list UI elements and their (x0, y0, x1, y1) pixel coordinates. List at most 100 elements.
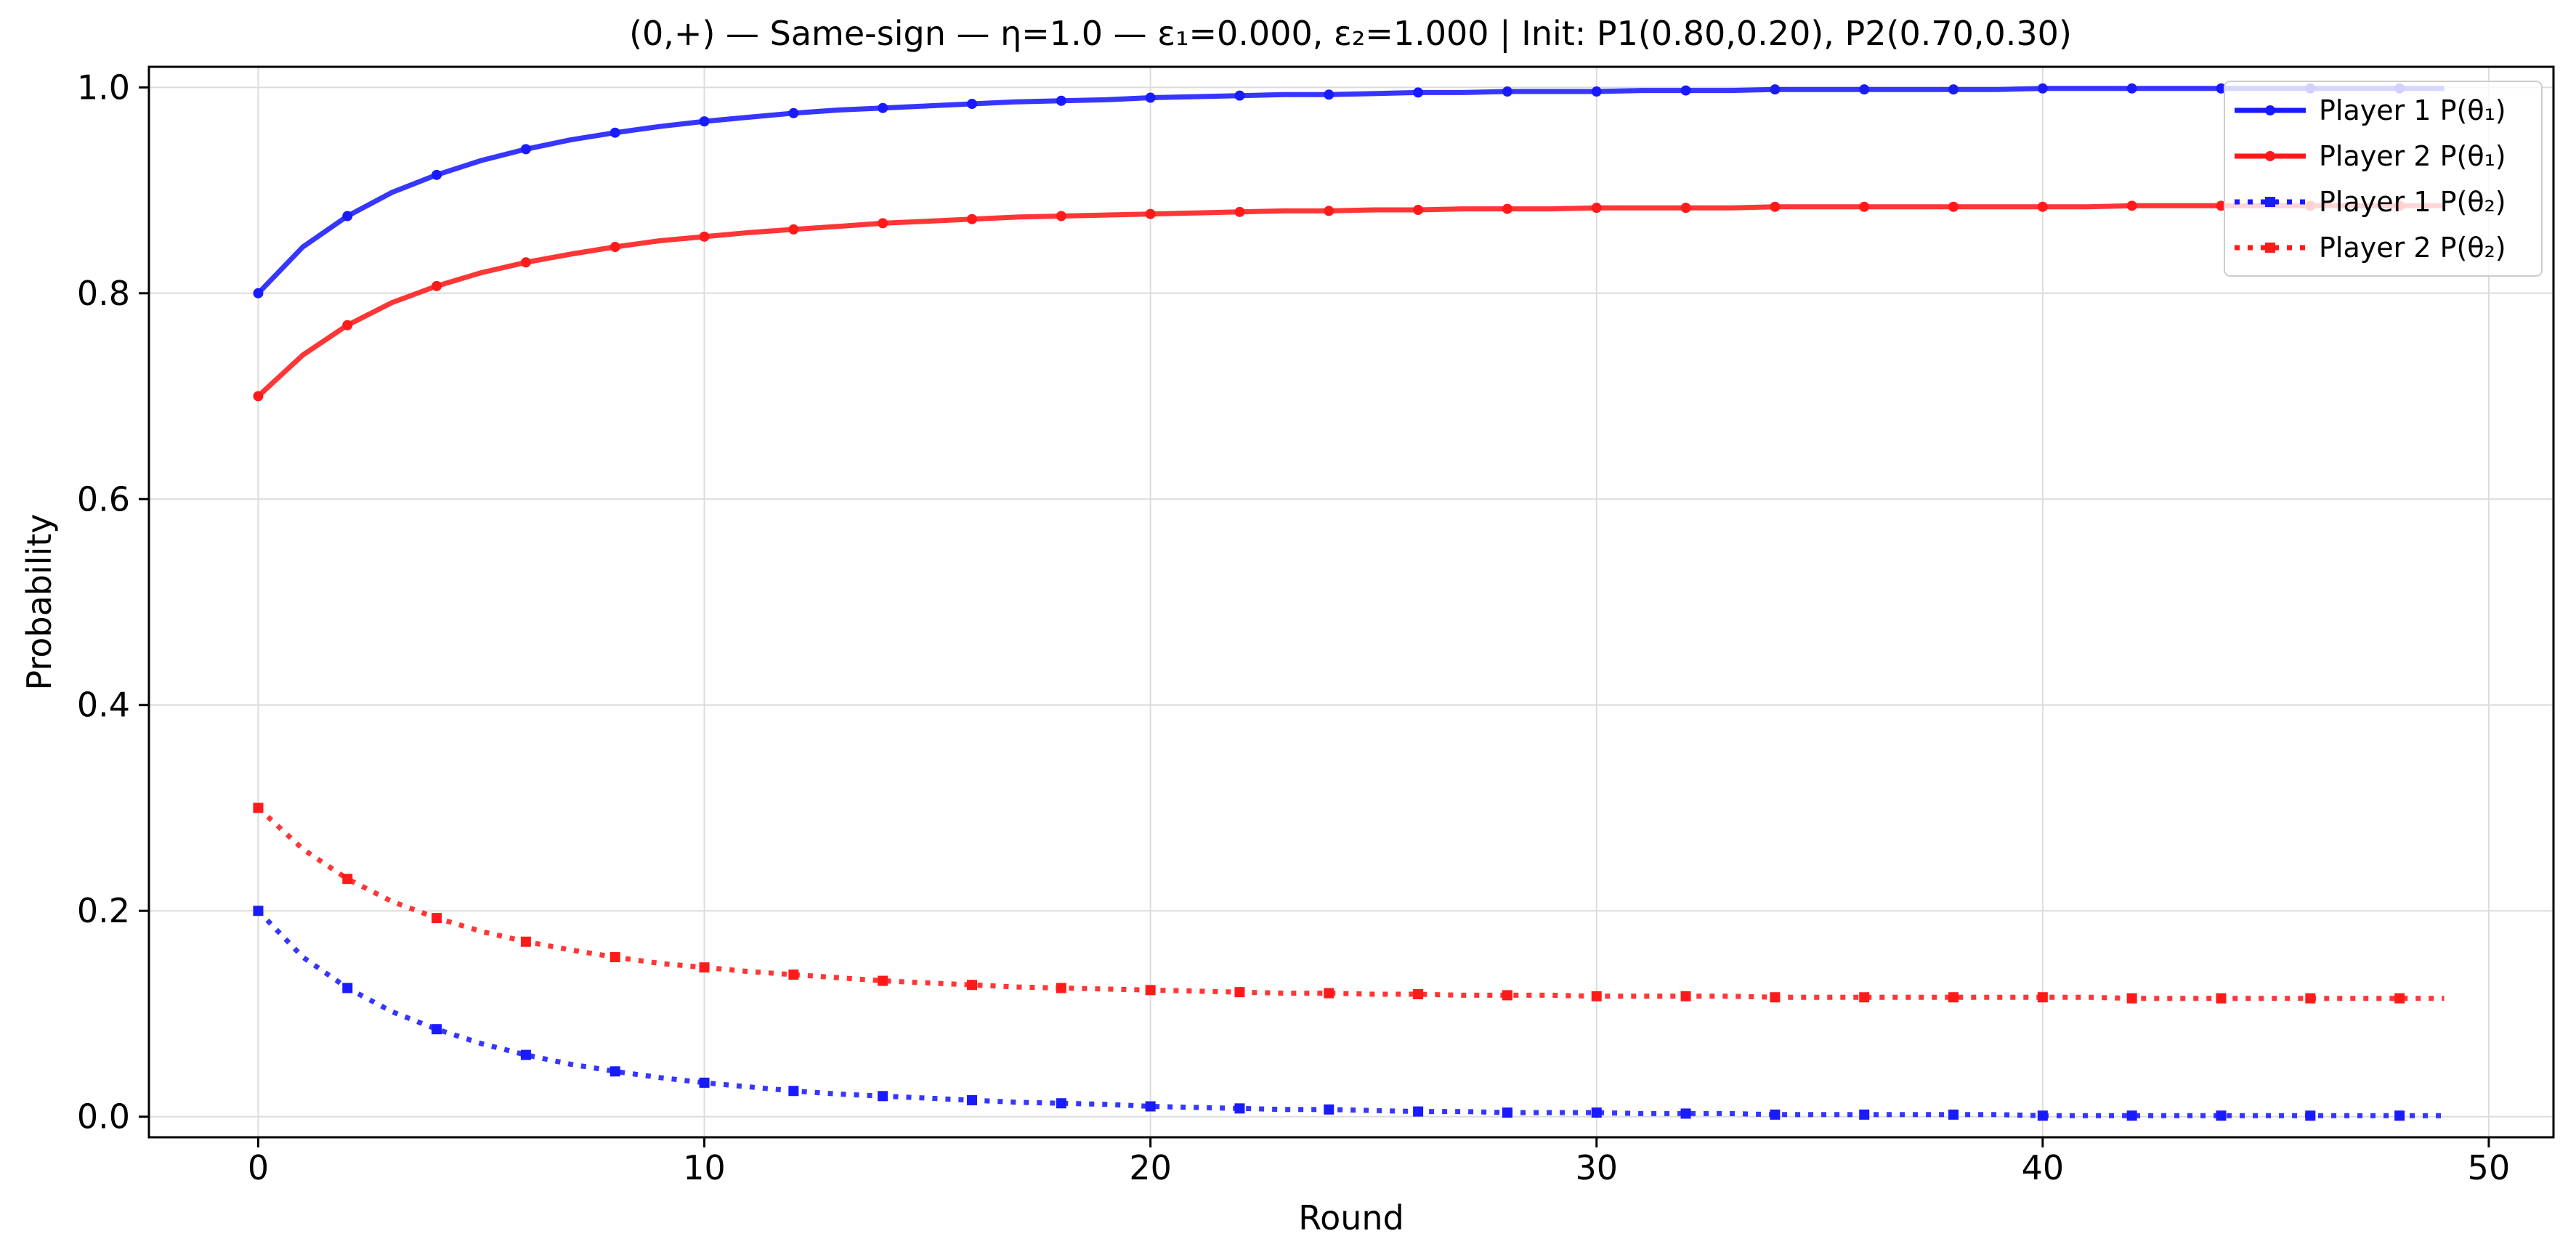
y-tick-label: 1.0 (77, 68, 130, 107)
data-point (1056, 95, 1066, 106)
data-point (1324, 1104, 1334, 1115)
data-point (1859, 992, 1870, 1003)
data-point (2216, 83, 2227, 94)
data-point (788, 970, 799, 980)
data-point (1680, 85, 1691, 96)
data-point (878, 218, 888, 229)
data-point (1859, 1109, 1870, 1120)
y-tick-label: 0.8 (77, 274, 130, 313)
legend-label: Player 2 P(θ₁) (2319, 140, 2506, 172)
x-axis: 0 10 20 30 40 50 (248, 1137, 2510, 1187)
legend-item: Player 2 P(θ₁) (2235, 140, 2506, 172)
data-point (253, 906, 264, 916)
data-point (788, 107, 799, 118)
x-tick-label: 10 (683, 1148, 726, 1187)
series-4 (253, 802, 2445, 1004)
data-point (1770, 992, 1781, 1003)
data-point (1859, 84, 1870, 95)
data-point (520, 1049, 531, 1060)
data-point (609, 1066, 620, 1077)
y-tick-label: 0.6 (77, 479, 130, 519)
data-point (2126, 993, 2137, 1004)
data-point (1680, 1108, 1691, 1119)
series-2 (253, 200, 2445, 402)
series-layer (253, 83, 2445, 1121)
data-point (609, 951, 620, 962)
x-tick-label: 40 (2022, 1148, 2065, 1187)
data-point (1591, 86, 1602, 97)
data-point (1680, 991, 1691, 1001)
legend-item: Player 1 P(θ₁) (2235, 94, 2506, 126)
y-tick-label: 0.0 (77, 1097, 130, 1137)
x-axis-label: Round (1298, 1198, 1404, 1237)
data-point (878, 102, 888, 113)
data-point (1056, 1098, 1066, 1109)
data-point (1056, 983, 1066, 993)
data-point (1145, 92, 1156, 103)
data-point (967, 214, 978, 224)
series-3 (253, 906, 2445, 1121)
data-point (1324, 206, 1334, 216)
data-point (342, 320, 353, 330)
data-point (1770, 1109, 1781, 1120)
plot-frame (147, 65, 2555, 1139)
data-point (1234, 206, 1245, 217)
legend-marker (2265, 243, 2275, 253)
data-point (967, 1094, 978, 1105)
data-point (1324, 988, 1334, 999)
data-point (1680, 203, 1691, 214)
data-point (2216, 993, 2227, 1004)
data-point (1502, 86, 1512, 97)
data-point (1502, 1107, 1512, 1118)
data-point (1770, 84, 1781, 95)
x-tick-label: 50 (2468, 1148, 2511, 1187)
legend-marker (2265, 197, 2275, 207)
series-1 (253, 83, 2445, 298)
data-point (2037, 1110, 2048, 1121)
data-point (788, 1086, 799, 1097)
data-point (432, 280, 442, 291)
data-point (2305, 1110, 2316, 1121)
data-point (1859, 201, 1870, 212)
legend-label: Player 1 P(θ₂) (2319, 186, 2506, 218)
data-point (2037, 201, 2048, 212)
data-point (1502, 990, 1512, 1001)
data-point (1413, 1106, 1424, 1117)
grid (149, 67, 2553, 1137)
y-tick-label: 0.2 (77, 891, 130, 930)
data-point (878, 975, 888, 986)
legend-label: Player 1 P(θ₁) (2319, 94, 2506, 126)
data-point (342, 874, 353, 885)
data-point (1591, 991, 1602, 1001)
data-point (253, 391, 264, 402)
data-point (1413, 205, 1424, 216)
series-line (256, 909, 2445, 1118)
legend-marker (2265, 105, 2275, 115)
data-point (253, 802, 264, 813)
data-point (520, 936, 531, 947)
data-point (432, 1024, 442, 1035)
data-point (342, 211, 353, 221)
legend-marker (2265, 151, 2275, 161)
data-point (432, 913, 442, 924)
y-axis: 0.0 0.2 0.4 0.6 0.8 1.0 (77, 68, 149, 1137)
data-point (520, 144, 531, 155)
data-point (1948, 84, 1959, 95)
x-tick-label: 20 (1129, 1148, 1172, 1187)
data-point (788, 224, 799, 235)
data-point (2305, 993, 2316, 1004)
data-point (1413, 87, 1424, 98)
y-axis-label: Probability (20, 513, 59, 690)
data-point (1770, 201, 1781, 212)
x-tick-label: 30 (1575, 1148, 1618, 1187)
chart-title: (0,+) — Same-sign — η=1.0 — ε₁=0.000, ε₂… (629, 14, 2072, 54)
data-point (2216, 200, 2227, 211)
data-point (2037, 992, 2048, 1003)
data-point (342, 983, 353, 993)
series-line (256, 86, 2445, 296)
data-point (967, 99, 978, 110)
legend-box (2224, 81, 2543, 277)
data-point (609, 242, 620, 253)
data-point (1948, 201, 1959, 212)
data-point (1234, 987, 1245, 998)
